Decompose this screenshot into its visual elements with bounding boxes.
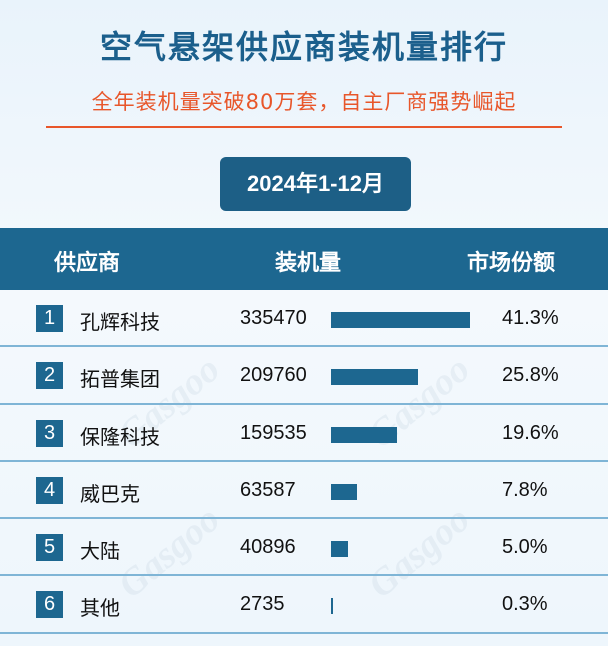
table-row: 4 威巴克 63587 7.8% bbox=[0, 462, 608, 520]
rank-badge: 2 bbox=[36, 362, 63, 390]
rank-badge: 1 bbox=[36, 305, 63, 332]
volume-bar bbox=[331, 598, 333, 615]
volume-bar bbox=[331, 369, 418, 386]
supplier-name: 保隆科技 bbox=[80, 424, 160, 449]
supplier-name: 其他 bbox=[80, 596, 120, 621]
table-row: 1 孔辉科技 335470 41.3% bbox=[0, 290, 608, 348]
table-row: 2 拓普集团 209760 25.8% bbox=[0, 347, 608, 405]
table-row: 6 其他 2735 0.3% bbox=[0, 576, 608, 634]
header-share: 市场份额 bbox=[467, 251, 556, 276]
ranking-table: 1 孔辉科技 335470 41.3% 2 拓普集团 209760 25.8% 3 保隆科技 159… bbox=[0, 290, 608, 634]
table-row: 3 保隆科技 159535 19.6% bbox=[0, 405, 608, 462]
supplier-name: 孔辉科技 bbox=[80, 310, 160, 334]
supplier-name: 威巴克 bbox=[80, 481, 140, 506]
rank-badge: 6 bbox=[36, 591, 63, 619]
volume-label: 40896 bbox=[240, 536, 296, 559]
share-label: 5.0% bbox=[502, 536, 548, 559]
volume-label: 63587 bbox=[240, 478, 296, 501]
volume-label: 335470 bbox=[240, 307, 307, 329]
rank-badge: 3 bbox=[36, 419, 63, 447]
volume-bar bbox=[331, 541, 348, 558]
share-label: 19.6% bbox=[502, 421, 559, 444]
supplier-name: 拓普集团 bbox=[80, 367, 160, 392]
chart-subtitle: 全年装机量突破80万套，自主厂商强势崛起 bbox=[91, 90, 517, 114]
volume-bar bbox=[331, 483, 358, 500]
volume-label: 2735 bbox=[240, 593, 285, 616]
table-row: 5 大陆 40896 5.0% bbox=[0, 519, 608, 577]
share-label: 7.8% bbox=[502, 478, 548, 501]
volume-bar bbox=[331, 426, 398, 443]
share-label: 41.3% bbox=[502, 307, 559, 329]
share-label: 25.8% bbox=[502, 364, 559, 387]
header-volume: 装机量 bbox=[275, 251, 342, 276]
subtitle-underline bbox=[46, 126, 562, 128]
volume-bar bbox=[331, 312, 470, 328]
table-header: 供应商 装机量 市场份额 bbox=[0, 228, 608, 290]
chart-title: 空气悬架供应商装机量排行 bbox=[99, 28, 508, 66]
rank-badge: 5 bbox=[36, 534, 63, 562]
header-supplier: 供应商 bbox=[54, 251, 121, 276]
share-label: 0.3% bbox=[502, 593, 548, 616]
rank-badge: 4 bbox=[36, 476, 63, 504]
volume-label: 209760 bbox=[240, 364, 307, 387]
volume-label: 159535 bbox=[240, 421, 307, 444]
period-badge: 2024年1-12月 bbox=[220, 157, 411, 211]
supplier-name: 大陆 bbox=[80, 539, 120, 564]
